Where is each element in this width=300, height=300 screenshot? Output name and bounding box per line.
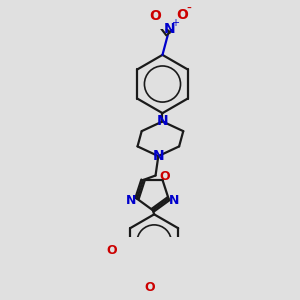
Text: N: N: [164, 22, 175, 36]
Text: N: N: [157, 114, 168, 128]
Text: +: +: [171, 18, 179, 28]
Text: O: O: [106, 244, 117, 257]
Text: O: O: [159, 170, 170, 183]
Text: N: N: [152, 149, 164, 163]
Text: -: -: [186, 2, 191, 16]
Text: N: N: [169, 194, 179, 207]
Text: O: O: [145, 281, 155, 294]
Text: N: N: [126, 194, 136, 207]
Text: O: O: [176, 8, 188, 22]
Text: O: O: [150, 9, 161, 23]
